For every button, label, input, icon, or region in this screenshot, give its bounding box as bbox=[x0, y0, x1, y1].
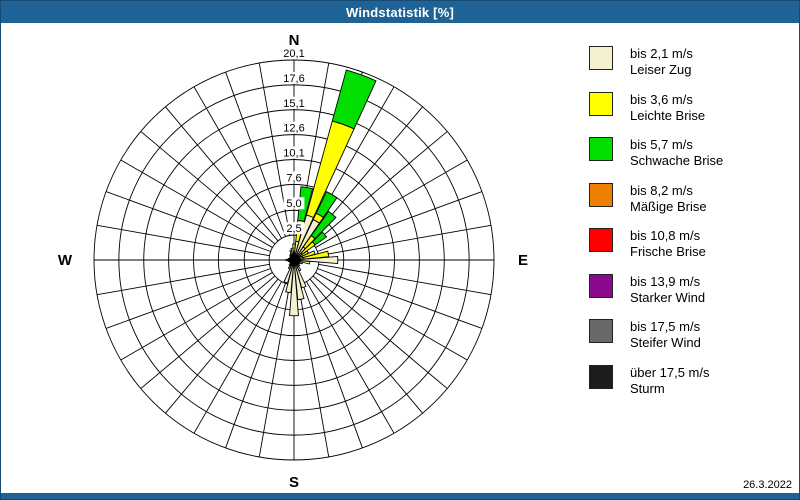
legend-speed-text: bis 13,9 m/s bbox=[630, 273, 701, 289]
legend-item: bis 13,9 m/s Starker Wind bbox=[589, 273, 705, 306]
svg-text:N: N bbox=[289, 32, 300, 49]
legend-speed-text: bis 5,7 m/s bbox=[630, 137, 693, 152]
svg-text:20,1: 20,1 bbox=[283, 48, 304, 60]
legend-speed-text: bis 17,5 m/s bbox=[630, 319, 701, 334]
legend-label: über 17,5 m/s Sturm bbox=[630, 365, 710, 397]
legend-label: bis 5,7 m/s Schwache Brise bbox=[630, 137, 723, 169]
legend-label: bis 17,5 m/s Steifer Wind bbox=[630, 319, 701, 351]
bottom-bar bbox=[1, 493, 799, 499]
legend-label: bis 8,2 m/s Mäßige Brise bbox=[630, 183, 707, 215]
svg-text:S: S bbox=[289, 474, 299, 491]
legend-item: bis 17,5 m/s Steifer Wind bbox=[589, 319, 701, 351]
ring-labels: 2,5 5,0 7,6 10,1 12,6 15,1 17,6 20,1 bbox=[280, 47, 308, 235]
wind-speed-swatch-icon bbox=[589, 273, 613, 298]
window-title: Windstatistik [%] bbox=[345, 4, 454, 20]
svg-text:15,1: 15,1 bbox=[283, 98, 304, 110]
wind-speed-swatch-icon bbox=[589, 364, 613, 389]
legend-name-text: Steifer Wind bbox=[630, 335, 701, 350]
legend-item: bis 8,2 m/s Mäßige Brise bbox=[589, 182, 707, 215]
legend-item: bis 3,6 m/s Leichte Brise bbox=[589, 91, 705, 124]
legend-label: bis 13,9 m/s Starker Wind bbox=[630, 274, 705, 306]
wind-speed-swatch-icon bbox=[589, 319, 613, 343]
legend-item: über 17,5 m/s Sturm bbox=[589, 364, 710, 397]
svg-text:W: W bbox=[58, 252, 73, 269]
legend-name-text: Leichte Brise bbox=[630, 107, 706, 123]
legend-name-text: Schwache Brise bbox=[630, 153, 724, 168]
date-label: 26.3.2022 bbox=[743, 479, 792, 491]
svg-text:12,6: 12,6 bbox=[283, 123, 304, 135]
svg-text:5,0: 5,0 bbox=[286, 198, 301, 210]
legend-item: bis 5,7 m/s Schwache Brise bbox=[589, 137, 723, 169]
svg-text:10,1: 10,1 bbox=[283, 148, 304, 160]
legend-speed-text: bis 8,2 m/s bbox=[630, 182, 693, 198]
title-bar: Windstatistik [%] bbox=[1, 1, 799, 23]
legend-name-text: Mäßige Brise bbox=[630, 198, 707, 214]
svg-text:17,6: 17,6 bbox=[283, 73, 304, 85]
compass-labels: N S W E bbox=[58, 32, 528, 491]
legend-speed-text: bis 2,1 m/s bbox=[630, 46, 693, 61]
wind-speed-swatch-icon bbox=[589, 91, 613, 116]
legend-name-text: Sturm bbox=[630, 380, 665, 396]
legend-item: bis 10,8 m/s Frische Brise bbox=[589, 228, 706, 260]
wind-speed-swatch-icon bbox=[589, 182, 613, 207]
windrose-bars bbox=[283, 69, 377, 317]
legend-name-text: Starker Wind bbox=[630, 289, 706, 305]
wind-speed-swatch-icon bbox=[589, 137, 613, 161]
legend-label: bis 3,6 m/s Leichte Brise bbox=[630, 92, 705, 124]
legend-name-text: Frische Brise bbox=[630, 244, 706, 259]
wind-speed-swatch-icon bbox=[589, 228, 613, 252]
svg-text:E: E bbox=[518, 252, 528, 269]
polar-grid bbox=[93, 59, 495, 461]
svg-text:7,6: 7,6 bbox=[286, 172, 301, 184]
wind-speed-swatch-icon bbox=[589, 46, 613, 70]
legend-name-text: Leiser Zug bbox=[630, 62, 692, 77]
legend-speed-text: bis 10,8 m/s bbox=[630, 228, 701, 243]
legend-label: bis 2,1 m/s Leiser Zug bbox=[630, 46, 693, 78]
legend-speed-text: über 17,5 m/s bbox=[630, 364, 710, 380]
legend-item: bis 2,1 m/s Leiser Zug bbox=[589, 46, 693, 78]
legend-label: bis 10,8 m/s Frische Brise bbox=[630, 228, 706, 260]
legend-speed-text: bis 3,6 m/s bbox=[630, 91, 693, 107]
svg-text:2,5: 2,5 bbox=[286, 223, 301, 235]
